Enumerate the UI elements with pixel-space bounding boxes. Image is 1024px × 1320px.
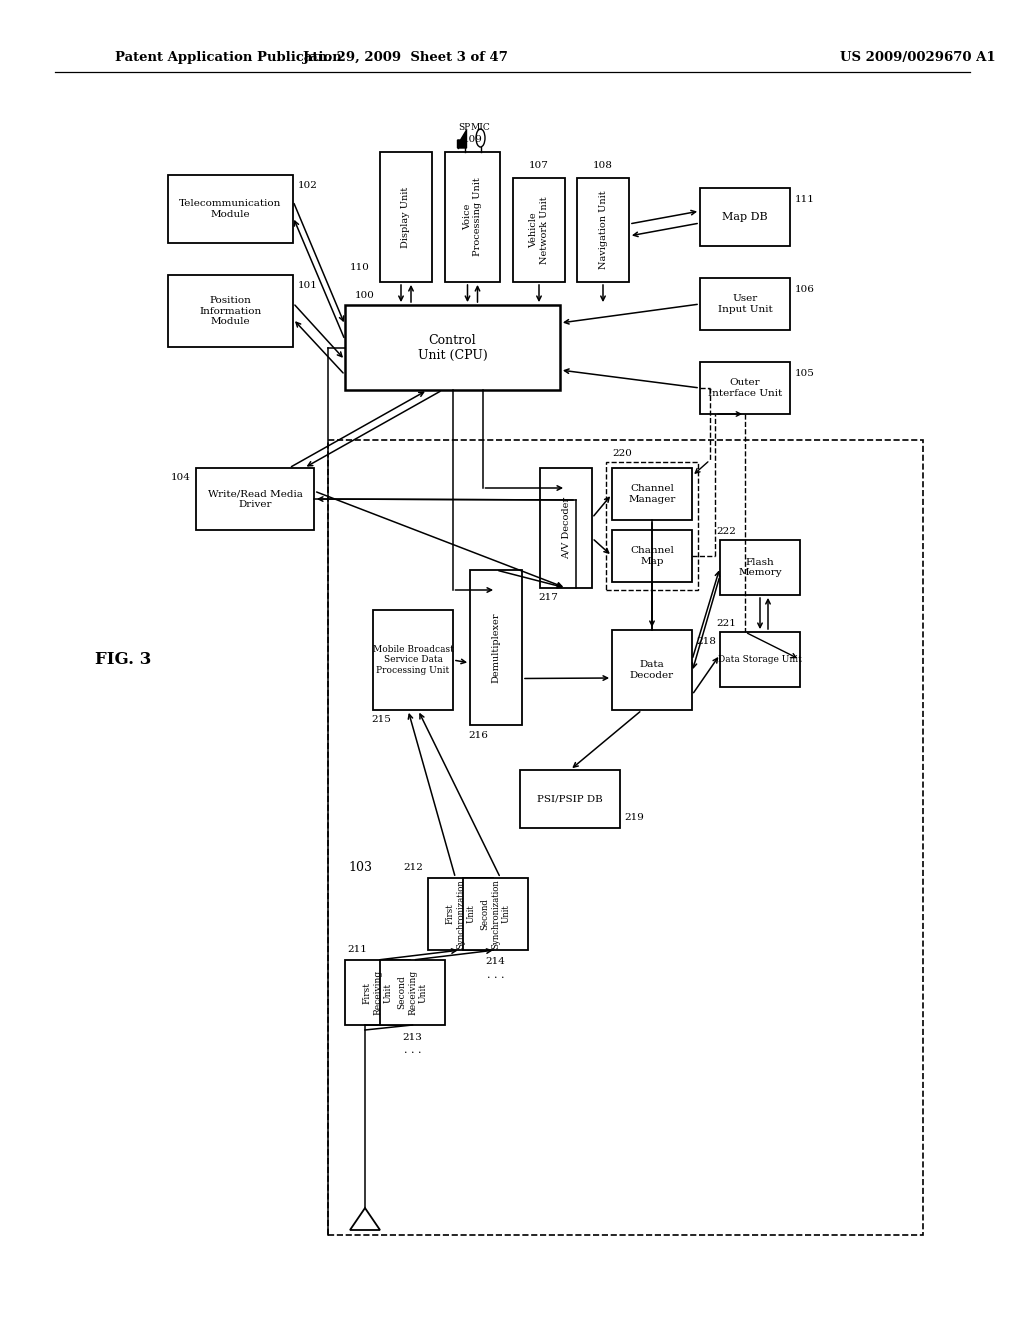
Text: Second
Receiving
Unit: Second Receiving Unit: [397, 970, 427, 1015]
Bar: [612, 469, 692, 520]
Bar: [445, 152, 500, 282]
Bar: [470, 570, 522, 725]
Bar: [720, 632, 800, 686]
Text: Display Unit: Display Unit: [401, 186, 411, 248]
Bar: [345, 960, 410, 1026]
Text: Demultiplexer: Demultiplexer: [492, 612, 501, 682]
Text: A/V Decoder: A/V Decoder: [561, 496, 570, 560]
Text: 220: 220: [612, 450, 632, 458]
Text: Flash
Memory: Flash Memory: [738, 558, 781, 577]
Text: Control
Unit (CPU): Control Unit (CPU): [418, 334, 487, 362]
Bar: [428, 878, 493, 950]
Text: 211: 211: [347, 945, 367, 954]
Text: Second
Synchronization
Unit: Second Synchronization Unit: [480, 879, 510, 949]
Text: Navigation Unit: Navigation Unit: [598, 190, 607, 269]
Bar: [720, 540, 800, 595]
Text: . . .: . . .: [486, 970, 504, 979]
Bar: [612, 630, 692, 710]
Text: . . .: . . .: [403, 1045, 421, 1055]
Bar: [463, 878, 528, 950]
Text: US 2009/0029670 A1: US 2009/0029670 A1: [840, 51, 995, 65]
Text: Data
Decoder: Data Decoder: [630, 660, 674, 680]
Text: Mobile Broadcast
Service Data
Processing Unit: Mobile Broadcast Service Data Processing…: [373, 645, 454, 675]
Text: 108: 108: [593, 161, 613, 170]
Bar: [373, 610, 453, 710]
Text: 219: 219: [624, 813, 644, 822]
Bar: [700, 279, 790, 330]
Text: 221: 221: [716, 619, 736, 628]
Text: Patent Application Publication: Patent Application Publication: [115, 51, 342, 65]
Polygon shape: [458, 129, 467, 148]
Bar: [612, 531, 692, 582]
Text: First
Synchronization
Unit: First Synchronization Unit: [445, 879, 475, 949]
Text: 106: 106: [795, 285, 815, 294]
Text: Data Storage Unit: Data Storage Unit: [718, 655, 802, 664]
Text: 110: 110: [350, 263, 370, 272]
Text: 216: 216: [468, 730, 487, 739]
Text: 103: 103: [348, 861, 372, 874]
Text: MIC: MIC: [471, 123, 490, 132]
Text: 214: 214: [485, 957, 506, 966]
Bar: [520, 770, 620, 828]
Bar: [380, 960, 445, 1026]
Text: Channel
Manager: Channel Manager: [629, 484, 676, 504]
Bar: [606, 462, 698, 590]
Bar: [345, 305, 560, 389]
Text: Jan. 29, 2009  Sheet 3 of 47: Jan. 29, 2009 Sheet 3 of 47: [302, 51, 508, 65]
Text: 212: 212: [403, 863, 423, 873]
Bar: [700, 187, 790, 246]
Bar: [577, 178, 629, 282]
Text: 222: 222: [716, 528, 736, 536]
Bar: [540, 469, 592, 587]
Text: User
Input Unit: User Input Unit: [718, 294, 772, 314]
Text: First
Receiving
Unit: First Receiving Unit: [362, 970, 392, 1015]
Text: Outer
Interface Unit: Outer Interface Unit: [708, 379, 782, 397]
Text: 105: 105: [795, 370, 815, 379]
Text: PSI/PSIP DB: PSI/PSIP DB: [538, 795, 603, 804]
Text: 213: 213: [402, 1032, 423, 1041]
Bar: [328, 440, 923, 1236]
Text: Voice
Processing Unit: Voice Processing Unit: [463, 178, 482, 256]
Bar: [700, 362, 790, 414]
Text: FIG. 3: FIG. 3: [95, 652, 152, 668]
Text: SP: SP: [459, 123, 471, 132]
Text: Map DB: Map DB: [722, 213, 768, 222]
Text: 100: 100: [355, 290, 375, 300]
Text: 107: 107: [529, 161, 549, 170]
Text: Channel
Map: Channel Map: [630, 546, 674, 566]
Text: 109: 109: [463, 136, 482, 144]
Bar: [380, 152, 432, 282]
Text: 218: 218: [696, 638, 716, 647]
Bar: [513, 178, 565, 282]
Text: Write/Read Media
Driver: Write/Read Media Driver: [208, 490, 302, 508]
Text: 217: 217: [538, 594, 558, 602]
Text: 111: 111: [795, 195, 815, 205]
Text: 102: 102: [298, 181, 317, 190]
Bar: [168, 176, 293, 243]
Bar: [168, 275, 293, 347]
Text: 104: 104: [171, 474, 191, 483]
Text: 101: 101: [298, 281, 317, 289]
Text: Position
Information
Module: Position Information Module: [200, 296, 261, 326]
Text: Vehicle
Network Unit: Vehicle Network Unit: [529, 197, 549, 264]
Text: 215: 215: [371, 715, 391, 725]
Text: Telecommunication
Module: Telecommunication Module: [179, 199, 282, 219]
Bar: [196, 469, 314, 531]
